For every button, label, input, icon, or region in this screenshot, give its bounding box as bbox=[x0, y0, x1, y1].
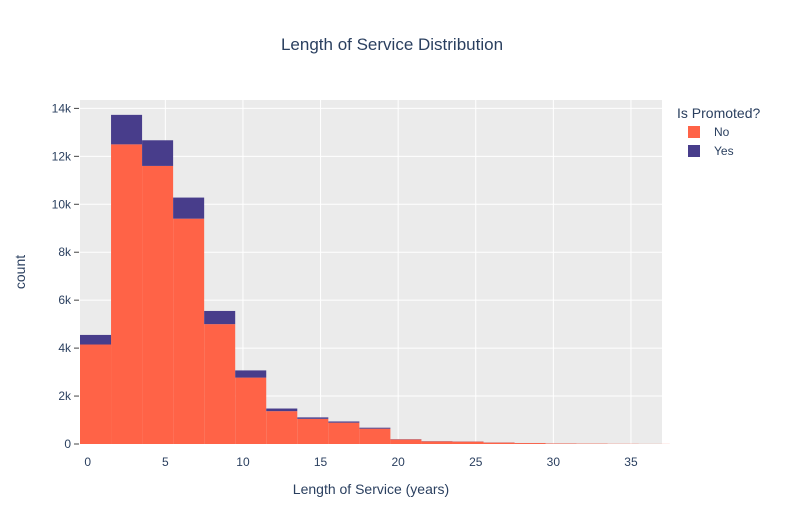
legend-swatch-yes[interactable] bbox=[688, 145, 700, 157]
bar-no bbox=[297, 418, 329, 444]
x-tick-label: 15 bbox=[314, 455, 328, 469]
bar-no bbox=[204, 324, 236, 444]
bar-yes bbox=[328, 421, 360, 423]
bar-yes bbox=[204, 310, 236, 325]
y-tick-label: 2k bbox=[58, 389, 72, 403]
x-tick-label: 20 bbox=[391, 455, 405, 469]
y-tick-label: 4k bbox=[58, 341, 72, 355]
y-tick-label: 8k bbox=[58, 245, 72, 259]
series-yes bbox=[80, 114, 608, 444]
legend: Is Promoted? No Yes bbox=[677, 105, 760, 158]
bar-yes bbox=[297, 417, 329, 419]
y-tick-label: 10k bbox=[52, 197, 72, 211]
bar-no bbox=[514, 443, 546, 444]
y-tick-label: 6k bbox=[58, 293, 72, 307]
bar-no bbox=[111, 144, 143, 444]
x-axis-ticks: 0 5 10 15 20 25 30 35 bbox=[84, 455, 638, 469]
legend-title: Is Promoted? bbox=[677, 105, 760, 121]
x-tick-label: 10 bbox=[236, 455, 250, 469]
y-tick-label: 0 bbox=[64, 437, 71, 451]
bar-yes bbox=[111, 114, 143, 145]
x-axis-title: Length of Service (years) bbox=[293, 481, 449, 497]
bar-no bbox=[421, 441, 453, 444]
bar-no bbox=[80, 344, 112, 444]
x-tick-label: 30 bbox=[547, 455, 561, 469]
y-axis-title: count bbox=[12, 255, 28, 289]
bar-no bbox=[359, 428, 391, 444]
bar-no bbox=[266, 411, 298, 444]
bar-yes bbox=[359, 427, 391, 429]
bar-yes bbox=[80, 334, 112, 345]
bar-no bbox=[483, 442, 515, 444]
bar-yes bbox=[173, 197, 205, 219]
chart-title: Length of Service Distribution bbox=[281, 35, 503, 54]
y-tick-label: 12k bbox=[52, 149, 72, 163]
bar-no bbox=[452, 441, 484, 444]
series-no bbox=[80, 144, 670, 444]
bar-yes bbox=[142, 140, 174, 166]
legend-label-yes[interactable]: Yes bbox=[714, 144, 734, 158]
bar-yes bbox=[266, 408, 298, 412]
bar-no bbox=[328, 422, 360, 444]
bar-yes bbox=[235, 370, 267, 378]
x-tick-label: 5 bbox=[162, 455, 169, 469]
legend-swatch-no[interactable] bbox=[688, 126, 700, 138]
x-tick-label: 25 bbox=[469, 455, 483, 469]
x-tick-label: 0 bbox=[84, 455, 91, 469]
bar-no bbox=[235, 377, 267, 444]
y-tick-label: 14k bbox=[52, 101, 72, 115]
bar-no bbox=[173, 218, 205, 444]
y-axis-ticks: 0 2k 4k 6k 8k 10k 12k 14k bbox=[52, 101, 79, 451]
x-tick-label: 35 bbox=[624, 455, 638, 469]
bar-no bbox=[142, 165, 174, 444]
bar-stacks bbox=[80, 114, 670, 444]
bar-no bbox=[390, 439, 422, 444]
legend-label-no[interactable]: No bbox=[714, 125, 730, 139]
